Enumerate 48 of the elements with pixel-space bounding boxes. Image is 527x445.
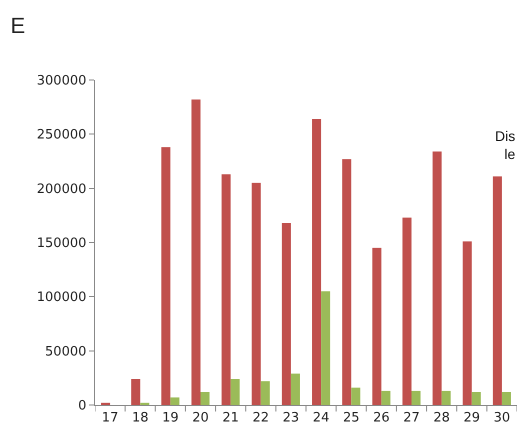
bar (492, 176, 502, 405)
bar (472, 392, 481, 405)
x-tick-label: 29 (464, 410, 480, 426)
x-tick-label: 30 (494, 410, 510, 426)
bar (282, 223, 291, 405)
bar (381, 390, 390, 405)
bar (290, 374, 300, 405)
x-tick-label: 27 (403, 410, 420, 426)
bar (222, 174, 231, 405)
x-tick-label: 22 (252, 410, 270, 426)
x-tick-label: 24 (312, 410, 330, 426)
bar (432, 152, 442, 405)
bar (161, 147, 170, 405)
bar (351, 388, 360, 405)
x-tick-label: 20 (192, 410, 209, 426)
x-tick-label: 21 (222, 410, 239, 426)
bar (462, 241, 472, 405)
annotation: Dis le (495, 128, 516, 162)
x-tick-label: 17 (102, 410, 118, 426)
bar (191, 100, 200, 405)
y-tick-label: 150000 (36, 236, 86, 252)
bar (321, 291, 330, 405)
bar (502, 392, 511, 405)
x-tick-label: 26 (373, 410, 390, 426)
x-tick-label: 18 (132, 410, 148, 426)
x-tick-label: 25 (342, 410, 360, 426)
y-tick-label: 200000 (36, 182, 86, 197)
y-tick-label: 250000 (36, 128, 86, 143)
bar (170, 397, 180, 405)
y-tick-label: 50000 (45, 344, 86, 360)
bar (131, 379, 140, 405)
bar (372, 248, 382, 405)
x-tick-label: 28 (433, 410, 450, 426)
bar (402, 218, 412, 405)
bar (412, 390, 421, 405)
bar (252, 182, 261, 405)
y-tick-label: 300000 (36, 74, 86, 89)
y-tick-label: 100000 (36, 290, 86, 306)
bar (342, 159, 352, 405)
bar (200, 392, 210, 405)
bar (312, 119, 322, 405)
x-tick-label: 19 (162, 410, 179, 426)
bar (442, 390, 451, 405)
x-tick-label: 23 (282, 410, 300, 426)
chart-title: E (10, 13, 26, 38)
y-tick-label: 0 (78, 398, 86, 414)
bar (260, 381, 270, 405)
bar (230, 379, 240, 405)
